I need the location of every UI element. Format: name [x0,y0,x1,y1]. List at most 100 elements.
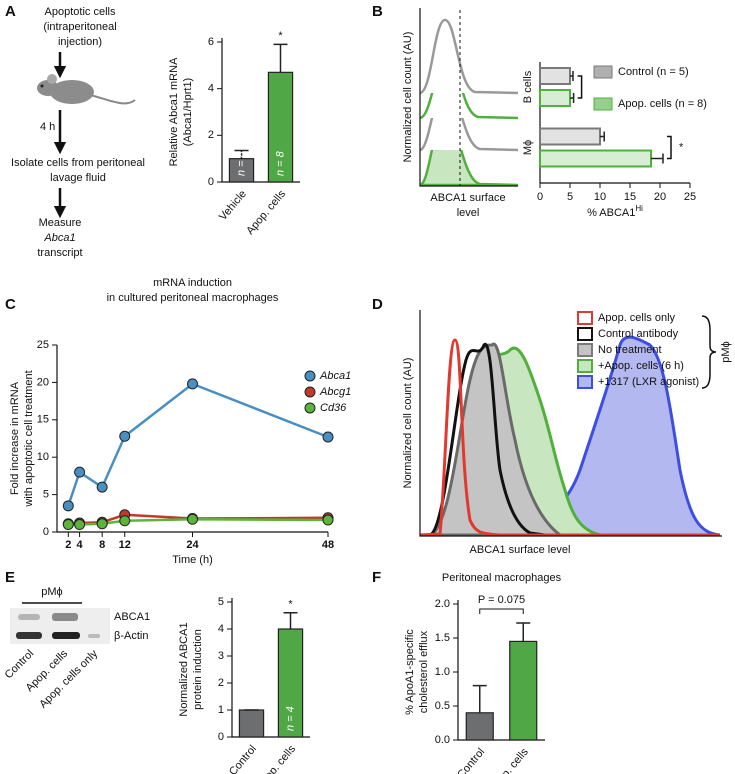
axis-label: Normalized cell count (AU) [402,358,414,489]
histogram-trace [429,342,546,537]
y-tick-label: 20 [37,376,49,388]
legend-swatch [577,327,593,341]
legend: Apop. cells only Control antibody No treat… [577,311,699,389]
error-bar [570,93,575,103]
y-tick-label: Mϕ [522,140,534,155]
axis-label-text: % ABCA1 [587,207,635,219]
bracket [577,75,583,99]
y-tick-label: 1 [218,704,224,716]
legend-label: Control antibody [598,328,679,340]
error-bar [516,622,531,642]
bar [539,89,571,107]
legend-label: Control (n = 5) [618,66,689,78]
y-tick-label: B cells [522,70,534,103]
point [74,466,86,478]
significance: * [278,30,283,42]
y-tick-label: 25 [37,339,49,351]
axis-line [419,8,518,187]
bar [539,67,571,85]
x-tick-label: 20 [654,191,666,203]
error-bar [600,131,605,142]
legend-swatch [593,97,613,111]
y-tick-label: 10 [37,451,49,463]
bar [465,712,494,741]
y-tick-label: 6 [208,36,214,48]
error-bar [283,612,298,629]
y-tick-label: 3 [218,650,224,662]
band [88,634,100,638]
x-tick-label: Apop. cells [244,188,288,237]
legend-swatch [577,375,593,389]
mouse-icon [37,74,136,105]
y-tick-label: 4 [208,83,214,95]
series-line [67,382,329,507]
panel-label: C [5,296,16,313]
x-tick-label: 5 [567,191,573,203]
group-label: pMϕ [720,341,732,362]
legend-label: Apop. cells only [598,312,676,324]
x-tick-label: 0 [537,191,543,203]
y-tick-label: 0 [43,526,49,538]
error-bar [273,43,288,73]
legend-marker [304,386,316,398]
y-tick-label: 2 [208,129,214,141]
axis-label: Normalized cell count (AU) [402,32,414,163]
step-text: (intraperitoneal [43,21,116,33]
point [322,431,334,443]
histogram-trace [429,342,565,537]
axis-label: cholesterol efflux [418,630,430,713]
bar [238,709,265,738]
legend-label: +Apop. cells (6 h) [598,360,684,372]
axis-label: Normalized ABCA1 [178,622,190,716]
axis-label: protein induction [192,629,204,710]
x-tick-label: Control [227,743,259,774]
x-tick-label: 15 [624,191,636,203]
panel-label: F [372,569,381,586]
error-bar [651,153,664,164]
axis-label: Relative Abca1 mRNA [168,57,180,166]
x-tick-label: 8 [99,539,105,551]
band [52,632,80,639]
y-tick-label: 2 [218,677,224,689]
panel-label: B [372,3,383,20]
x-tick-label: 4 [77,539,84,551]
band-label: ABCA1 [114,611,150,623]
x-tick-label: 24 [186,539,199,551]
histogram-trace [419,18,519,95]
histogram-trace [419,338,720,537]
significance: * [679,141,684,153]
axis-label: with apoptotic cell treatment [23,370,35,507]
band [52,613,78,621]
band [16,632,42,639]
bracket [667,135,672,160]
point [74,519,86,531]
x-tick-label: 10 [594,191,606,203]
legend-swatch [577,311,593,325]
y-tick-label: 0 [218,731,224,743]
chart-title: in cultured peritoneal macrophages [107,292,279,304]
axis-label: ABCA1 surface level [470,544,571,556]
legend-swatch [593,65,613,79]
bar [539,127,601,146]
y-tick-label: 0.0 [435,734,450,746]
x-tick-label: Vehicle [217,188,249,223]
significance: * [288,599,293,611]
axis-line [419,310,722,537]
point [96,518,108,530]
lane-label: Control [3,648,37,682]
legend-marker [304,370,316,382]
legend-label: Abcg1 [319,386,351,398]
step-text: Apoptotic cells [45,6,116,18]
step-text: Measure [39,217,82,229]
axis-line [56,345,328,533]
x-tick-label: 12 [119,539,131,551]
point [187,378,198,390]
y-tick-label: 0 [208,176,214,188]
panel-label: E [5,569,15,586]
axis-label: Fold increase in mRNA [9,381,21,495]
brace [701,315,717,389]
step-text: 4 h [40,121,55,133]
point [62,500,74,512]
